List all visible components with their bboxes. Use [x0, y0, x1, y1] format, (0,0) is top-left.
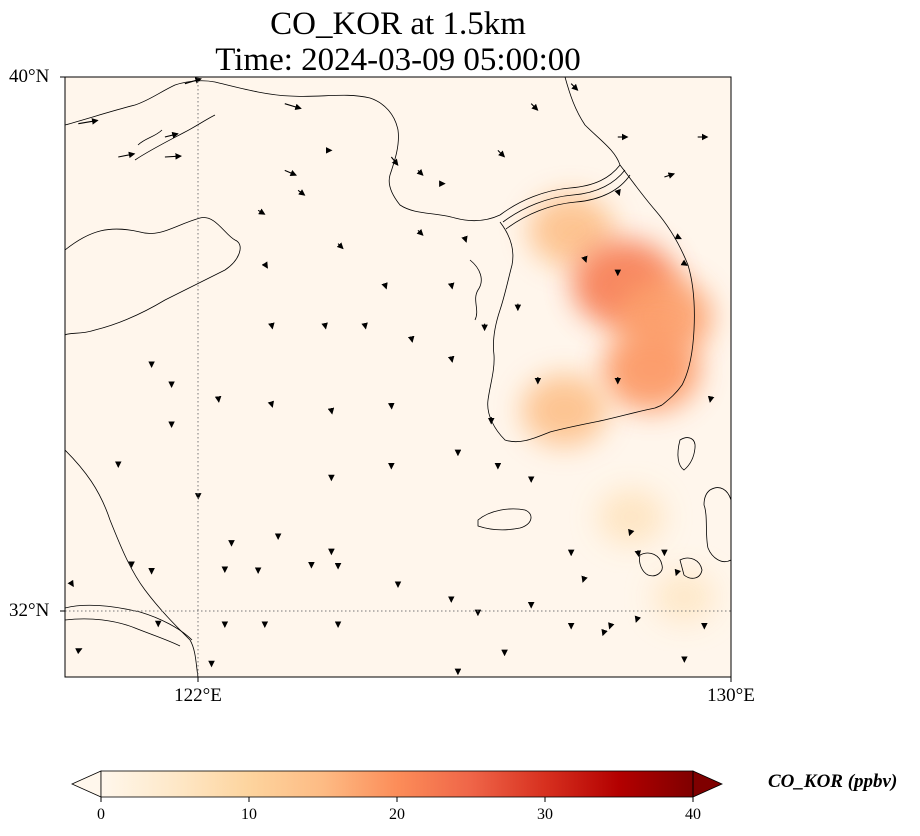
wind-arrow: [284, 103, 302, 111]
wind-arrow: [674, 233, 682, 240]
lat-label-32: 32°N: [9, 600, 50, 621]
wind-arrow: [118, 151, 136, 159]
wind-arrow: [416, 168, 424, 176]
concentration-hotspot: [652, 570, 717, 624]
wind-arrow: [336, 242, 344, 250]
wind-arrow: [497, 149, 506, 158]
wind-arrow: [297, 189, 306, 196]
wind-arrow: [184, 77, 202, 85]
wind-arrow: [634, 615, 642, 623]
concentration-hotspot: [528, 194, 614, 267]
wind-arrow: [601, 628, 608, 637]
wind-arrow: [530, 103, 539, 111]
colorbar-tick-10: 10: [241, 806, 257, 823]
colorbar-gradient: [101, 771, 693, 797]
lon-label-130: 130°E: [707, 685, 755, 706]
wind-arrow: [407, 335, 415, 343]
wind-arrow: [461, 235, 468, 243]
wind-arrow: [447, 282, 455, 290]
wind-arrow: [628, 528, 635, 537]
colorbar-tick-0: 0: [97, 806, 105, 823]
wind-arrow: [75, 648, 83, 655]
map-title-line1: CO_KOR at 1.5km: [270, 6, 526, 42]
wind-arrow: [284, 169, 297, 176]
concentration-hotspot: [521, 374, 608, 447]
wind-vectors: [67, 77, 715, 676]
colorbar-tick-20: 20: [389, 806, 405, 823]
wind-arrow: [361, 322, 368, 330]
wind-arrow: [608, 622, 615, 630]
coastlines: [65, 77, 731, 677]
wind-arrow: [674, 568, 681, 577]
concentration-hotspot: [597, 489, 665, 545]
colorbar-extend-max: [692, 770, 723, 798]
colorbar-tick-30: 30: [537, 806, 553, 823]
concentration-hotspot: [602, 329, 700, 412]
wind-arrow: [257, 208, 266, 215]
map-title-line2: Time: 2024-03-09 05:00:00: [215, 42, 581, 78]
wind-arrow: [78, 118, 99, 125]
wind-arrow: [447, 355, 455, 363]
wind-arrow: [664, 172, 676, 179]
wind-arrow: [327, 407, 335, 415]
colorbar: [71, 770, 723, 802]
colorbar-label: CO_KOR (ppbv): [768, 771, 898, 792]
wind-arrow: [634, 550, 642, 558]
lon-label-122: 122°E: [174, 685, 222, 706]
colorbar-extend-min: [71, 770, 102, 798]
wind-arrow: [680, 259, 688, 266]
wind-arrow: [581, 255, 588, 263]
wind-arrow: [164, 153, 182, 160]
wind-arrow: [390, 156, 399, 166]
map-frame: [64, 76, 732, 678]
wind-arrow: [214, 395, 222, 403]
wind-arrow: [614, 188, 621, 197]
wind-arrow: [267, 400, 275, 408]
wind-arrow: [321, 322, 328, 330]
map-figure: [60, 76, 732, 682]
concentration-layer: [521, 194, 717, 624]
wind-arrow: [707, 395, 715, 403]
wind-arrow: [261, 261, 268, 269]
lat-label-40: 40°N: [9, 66, 50, 87]
wind-arrow: [381, 282, 388, 290]
wind-arrow: [164, 131, 179, 139]
wind-arrow: [67, 579, 74, 588]
colorbar-tick-40: 40: [685, 806, 701, 823]
wind-arrow: [581, 575, 588, 583]
wind-arrow: [570, 83, 579, 91]
wind-arrow: [268, 322, 275, 330]
wind-arrow: [416, 228, 424, 236]
